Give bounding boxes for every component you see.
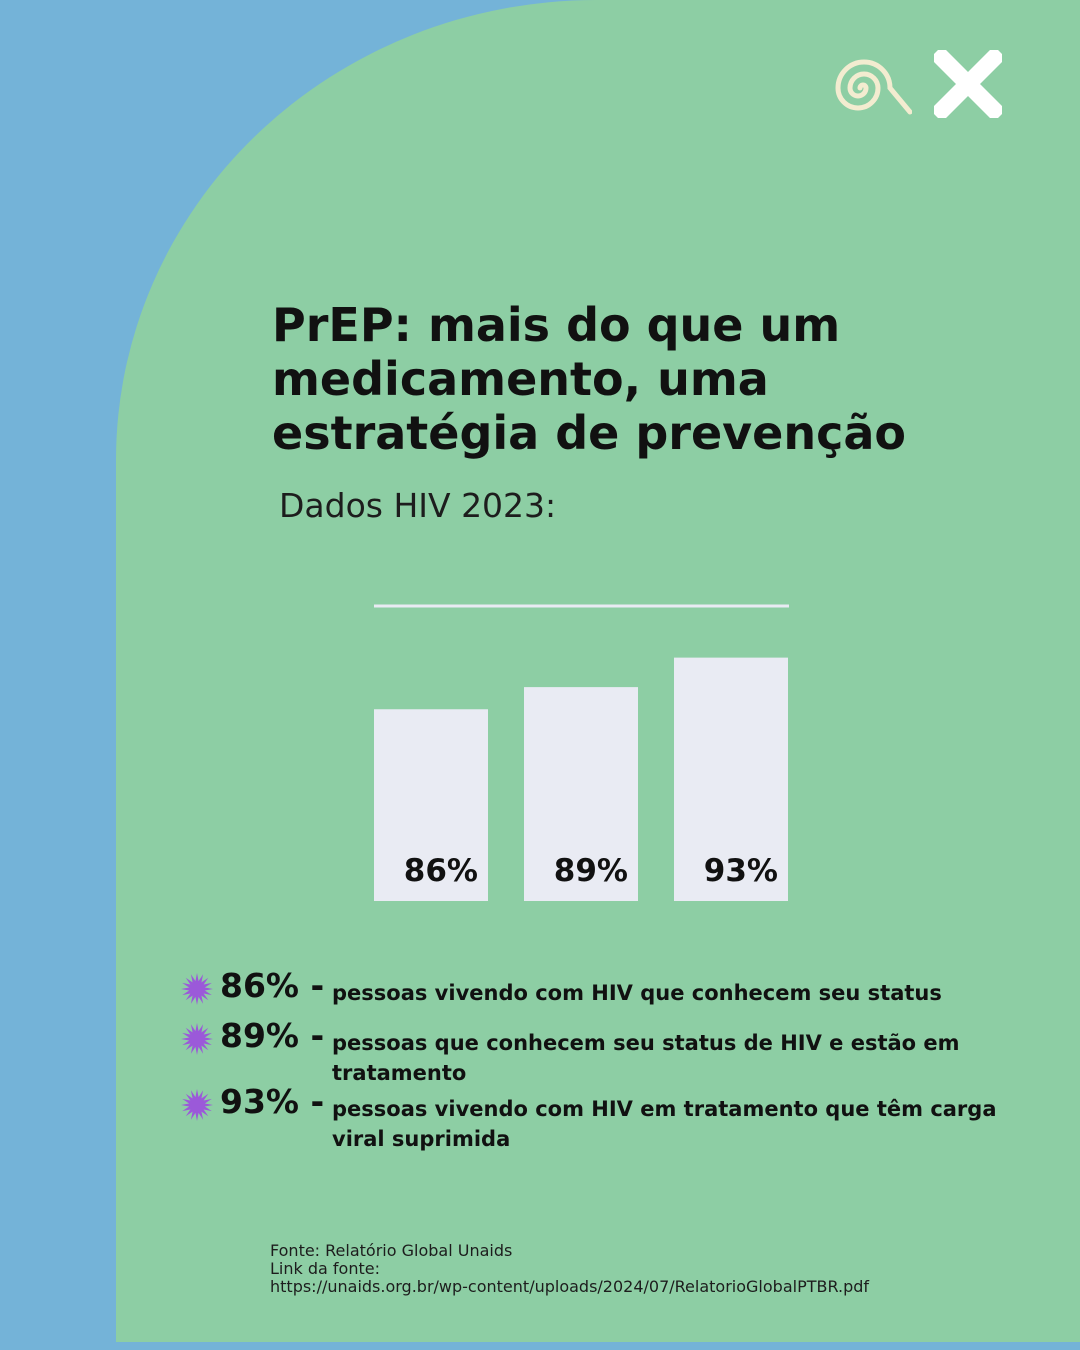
legend-text: pessoas vivendo com HIV que conhecem seu… xyxy=(332,981,942,1005)
legend-text: pessoas que conhecem seu status de HIV e… xyxy=(332,1031,960,1085)
bar-label-1: 86% xyxy=(404,853,478,889)
legend-item: 86% - pessoas vivendo com HIV que conhec… xyxy=(180,964,1040,1014)
source-line: Fonte: Relatório Global Unaids xyxy=(270,1241,513,1260)
star-burst-icon xyxy=(181,1023,213,1055)
star-burst-icon xyxy=(181,973,213,1005)
bar-2 xyxy=(524,687,638,901)
legend-item: 89% - pessoas que conhecem seu status de… xyxy=(180,1014,1040,1085)
legend-value: 86% - xyxy=(220,966,325,1005)
source-url[interactable]: https://unaids.org.br/wp-content/uploads… xyxy=(270,1277,870,1296)
page-title: PrEP: mais do que um medicamento, uma es… xyxy=(272,298,907,460)
bar-1 xyxy=(374,709,488,901)
legend-item: 93% - pessoas vivendo com HIV em tratame… xyxy=(180,1080,1040,1151)
legend-value: 89% - xyxy=(220,1016,325,1055)
source-link-label: Link da fonte: xyxy=(270,1259,380,1278)
background-panel xyxy=(116,0,1080,1342)
bar-chart: 86% 89% 93% xyxy=(374,604,789,901)
source-note: Fonte: Relatório Global Unaids Link da f… xyxy=(270,1242,1010,1296)
legend-text: pessoas vivendo com HIV em tratamento qu… xyxy=(332,1097,997,1151)
star-burst-icon xyxy=(181,1089,213,1121)
bar-label-2: 89% xyxy=(554,853,628,889)
bar-3 xyxy=(674,657,788,901)
legend: 86% - pessoas vivendo com HIV que conhec… xyxy=(180,964,1040,1151)
legend-value: 93% - xyxy=(220,1082,325,1121)
close-x-logo-icon xyxy=(934,50,1002,118)
spiral-logo-icon xyxy=(835,59,912,115)
bar-label-3: 93% xyxy=(704,853,778,889)
chart-subtitle: Dados HIV 2023: xyxy=(279,486,557,525)
